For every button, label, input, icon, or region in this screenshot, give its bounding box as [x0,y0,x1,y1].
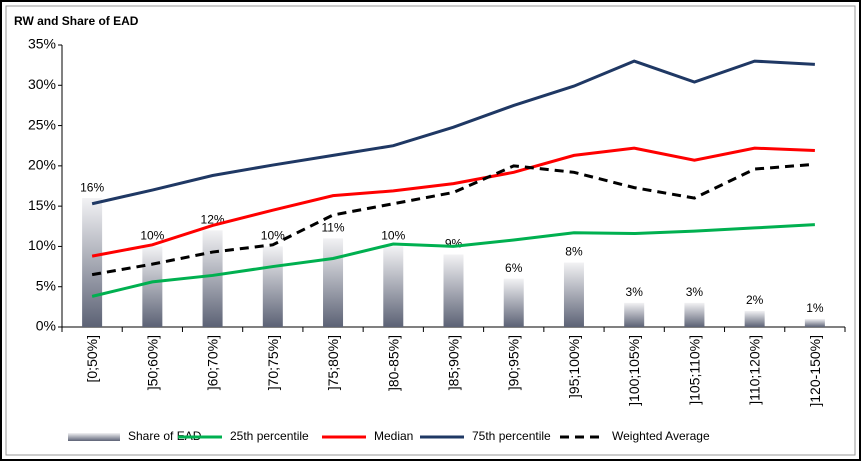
data-label: 3% [686,285,704,299]
data-label: 16% [80,180,104,194]
x-tick-label: ]120-150%] [807,335,823,407]
x-tick-label: ]90;95%] [506,335,522,390]
data-label: 3% [626,285,644,299]
bar [804,318,825,327]
legend-label: 25th percentile [230,429,309,443]
bar [744,310,765,327]
y-tick-label: 20% [28,157,56,173]
y-tick-label: 30% [28,76,56,92]
x-tick-label: ]105;110%] [686,335,702,405]
bar [142,246,163,327]
x-tick-label: ]60;70%] [205,335,221,390]
bar [443,254,464,327]
data-label: 1% [806,301,824,315]
y-tick-label: 0% [36,318,56,334]
bar [624,302,645,327]
chart-title: RW and Share of EAD [14,14,139,28]
bar [383,246,404,327]
y-tick-label: 35% [28,36,56,52]
y-tick-label: 15% [28,197,56,213]
x-tick-label: [0;50%] [84,335,100,382]
data-label: 10% [261,229,285,243]
bar [503,278,524,327]
bar [202,230,223,327]
line-series [91,59,815,206]
chart-area [5,5,856,456]
x-tick-label: ]80-85%] [385,335,401,391]
y-tick-label: 25% [28,116,56,132]
bar [82,198,103,327]
x-tick-label: ]95;100%] [566,335,582,398]
bar [262,246,283,327]
x-tick-label: ]50;60%] [144,335,160,390]
x-tick-label: ]75;80%] [325,335,341,390]
line-series [91,162,816,277]
data-label: 6% [505,261,523,275]
bar [563,262,584,327]
y-tick-label: 10% [28,237,56,253]
data-label: 2% [746,293,764,307]
line-series [91,223,815,298]
data-label: 10% [381,229,405,243]
legend-label: Weighted Average [612,429,710,443]
legend-label: Median [374,429,413,443]
legend-label: 75th percentile [472,429,551,443]
data-label: 9% [445,237,463,251]
bar [684,302,705,327]
legend-swatch [68,433,120,441]
x-tick-label: ]70;75%] [265,335,281,390]
legend-label: Share of EAD [128,429,202,443]
line-series [91,146,815,258]
data-label: 11% [321,221,344,235]
data-label: 10% [140,229,164,243]
bar [323,238,344,327]
x-tick-label: ]85;90%] [446,335,462,390]
y-tick-label: 5% [36,277,56,293]
data-label: 8% [565,245,583,259]
x-tick-label: ]110;120%] [747,335,763,405]
x-tick-label: ]100;105%] [626,335,642,406]
